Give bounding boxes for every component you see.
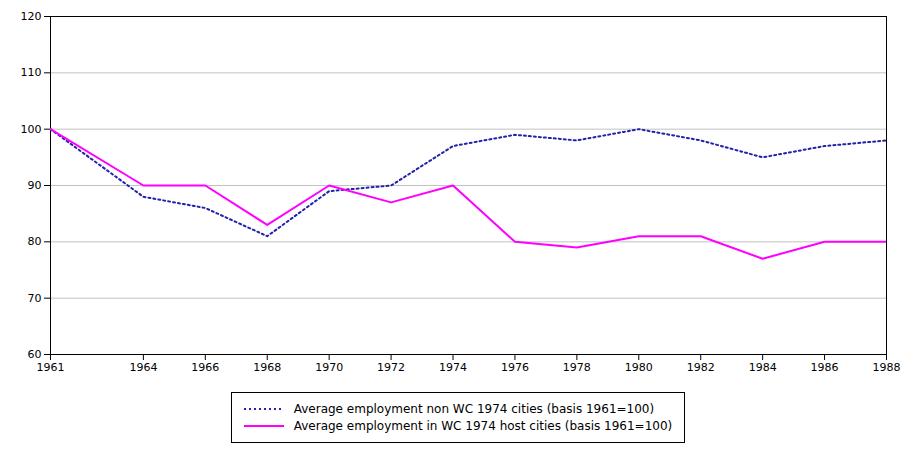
svg-text:70: 70 [28, 292, 42, 305]
svg-text:1984: 1984 [749, 361, 777, 374]
svg-text:120: 120 [21, 10, 42, 23]
svg-text:1966: 1966 [191, 361, 219, 374]
svg-text:1976: 1976 [501, 361, 529, 374]
svg-text:1978: 1978 [563, 361, 591, 374]
svg-text:1974: 1974 [439, 361, 467, 374]
svg-text:1968: 1968 [253, 361, 281, 374]
svg-text:90: 90 [28, 179, 42, 192]
svg-text:100: 100 [21, 123, 42, 136]
svg-text:1980: 1980 [625, 361, 653, 374]
svg-text:110: 110 [21, 66, 42, 79]
svg-text:80: 80 [28, 235, 42, 248]
svg-text:1972: 1972 [377, 361, 405, 374]
html-text:Average employment non WC 1974: Average employment non WC 1974 cities (b… [293, 402, 655, 416]
svg-text:1988: 1988 [873, 361, 901, 374]
html-text:Average employment in WC 1974: Average employment in WC 1974 host citie… [293, 419, 673, 433]
svg-text:1982: 1982 [687, 361, 715, 374]
svg-text:1986: 1986 [811, 361, 839, 374]
svg-text:1970: 1970 [315, 361, 343, 374]
svg-text:1961: 1961 [37, 361, 65, 374]
svg-text:1964: 1964 [129, 361, 157, 374]
svg-text:60: 60 [28, 348, 42, 361]
